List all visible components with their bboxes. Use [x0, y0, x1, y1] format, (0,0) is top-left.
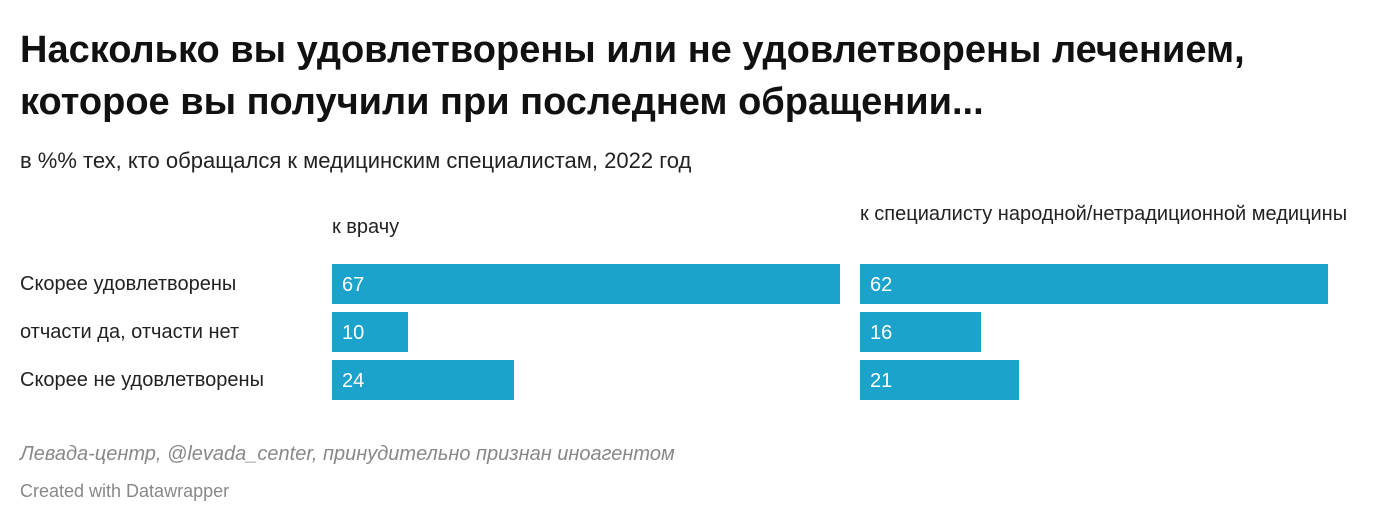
bar-series1-row1 — [332, 264, 840, 304]
bar-value-label-series1-row2: 10 — [342, 322, 364, 344]
bar-series2-row1 — [860, 264, 1328, 304]
chart-subtitle: в %% тех, кто обращался к медицинским сп… — [20, 148, 692, 173]
column-header-traditional-medicine: к специалисту народной/нетрадиционной ме… — [860, 203, 1348, 225]
bar-value-label-series1-row1: 67 — [342, 274, 364, 296]
bar-value-label-series2-row3: 21 — [870, 370, 892, 392]
bar-series2-row2 — [860, 312, 981, 352]
bar-value-label-series2-row2: 16 — [870, 322, 892, 344]
column-header-doctor: к врачу — [332, 216, 400, 238]
datawrapper-credit: Created with Datawrapper — [20, 481, 230, 501]
bar-series2-row3 — [860, 360, 1019, 400]
source-note: Левада-центр, @levada_center, принудител… — [20, 443, 675, 465]
chart-title: Насколько вы удовлетворены или не удовле… — [20, 29, 1245, 123]
bar-value-label-series2-row1: 62 — [870, 274, 892, 296]
row-label-satisfied: Скорее удовлетворены — [20, 273, 237, 295]
row-label-not-satisfied: Скорее не удовлетворены — [20, 369, 264, 391]
bar-series1-row2 — [332, 312, 408, 352]
row-label-partly: отчасти да, отчасти нет — [20, 321, 240, 343]
bar-value-label-series1-row3: 24 — [342, 370, 364, 392]
bar-series1-row3 — [332, 360, 514, 400]
